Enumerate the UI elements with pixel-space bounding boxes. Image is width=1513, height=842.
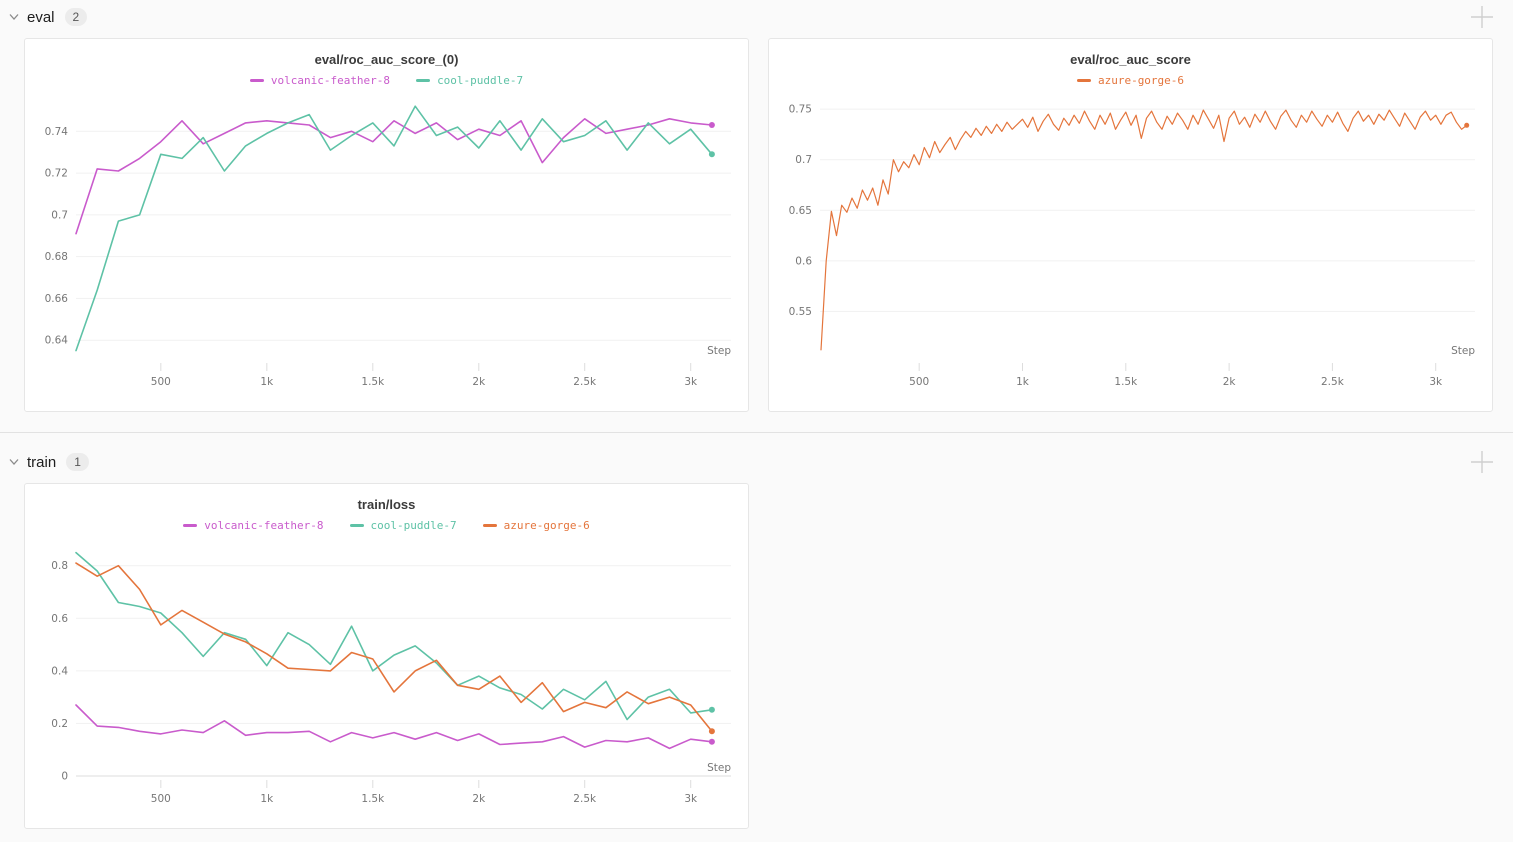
chart-panel-train-loss[interactable]: train/loss volcanic-feather-8 cool-puddle… xyxy=(24,483,749,829)
eval-panels-row: eval/roc_auc_score_(0) volcanic-feather-… xyxy=(0,34,1513,412)
svg-text:2k: 2k xyxy=(1223,376,1237,388)
svg-text:1.5k: 1.5k xyxy=(361,376,385,388)
legend-run-name: azure-gorge-6 xyxy=(1097,73,1185,87)
svg-text:2.5k: 2.5k xyxy=(573,793,597,805)
svg-text:0.64: 0.64 xyxy=(45,335,69,347)
legend-swatch-icon xyxy=(249,78,264,82)
line-chart-train-loss[interactable]: 0 0.2 0.4 0.6 0.8 500 1k 1.5k 2k 2.5k 3k Step xyxy=(26,536,747,816)
svg-text:Step: Step xyxy=(707,345,731,357)
svg-text:3k: 3k xyxy=(684,793,698,805)
svg-text:3k: 3k xyxy=(1429,376,1443,388)
svg-text:2.5k: 2.5k xyxy=(1321,376,1345,388)
legend-item[interactable]: volcanic-feather-8 xyxy=(249,73,391,87)
svg-text:0.4: 0.4 xyxy=(51,665,68,677)
chart-title: train/loss xyxy=(357,497,416,512)
svg-text:1.5k: 1.5k xyxy=(1114,376,1138,388)
legend-item[interactable]: azure-gorge-6 xyxy=(482,518,590,532)
legend-swatch-icon xyxy=(349,523,364,527)
section-title[interactable]: eval xyxy=(27,8,55,26)
legend-run-name: cool-puddle-7 xyxy=(437,73,524,87)
svg-text:2k: 2k xyxy=(472,793,486,805)
svg-text:0.72: 0.72 xyxy=(45,168,68,180)
chart-panel-roc-auc-score-0[interactable]: eval/roc_auc_score_(0) volcanic-feather-… xyxy=(24,38,749,412)
svg-text:1k: 1k xyxy=(260,376,274,388)
legend-run-name: volcanic-feather-8 xyxy=(270,73,391,87)
legend-item[interactable]: volcanic-feather-8 xyxy=(183,518,324,532)
svg-text:0.2: 0.2 xyxy=(51,718,68,730)
chevron-down-icon[interactable] xyxy=(8,458,20,466)
svg-text:Step: Step xyxy=(707,762,731,774)
section-eval: eval 2 eval/roc_auc_score_(0) volcanic-f… xyxy=(0,0,1513,412)
section-header-eval: eval 2 xyxy=(0,0,1513,34)
svg-text:0.68: 0.68 xyxy=(45,251,68,263)
svg-text:2.5k: 2.5k xyxy=(573,376,597,388)
svg-text:500: 500 xyxy=(151,376,171,388)
legend-run-name: volcanic-feather-8 xyxy=(204,518,324,532)
svg-text:2k: 2k xyxy=(472,376,486,388)
legend-item[interactable]: cool-puddle-7 xyxy=(416,74,523,87)
svg-text:1.5k: 1.5k xyxy=(361,793,385,805)
section-train: train 1 train/loss volcanic-feather-8 coo… xyxy=(0,432,1513,829)
legend-swatch-icon xyxy=(183,523,198,527)
svg-text:0.6: 0.6 xyxy=(795,255,812,267)
svg-text:0.7: 0.7 xyxy=(51,209,68,221)
section-header-train: train 1 xyxy=(0,445,1513,479)
line-chart-roc-auc-score-0[interactable]: 0.64 0.66 0.68 0.7 0.72 0.74 500 1k 1.5k 2k 2.5k 3k… xyxy=(26,91,747,399)
chart-legend: volcanic-feather-8 cool-puddle-7 xyxy=(249,71,523,89)
svg-text:0.8: 0.8 xyxy=(51,560,68,572)
chart-title: eval/roc_auc_score xyxy=(1070,52,1191,67)
svg-text:0.7: 0.7 xyxy=(795,154,812,166)
chart-legend: azure-gorge-6 xyxy=(1076,71,1185,89)
panel-count-badge: 2 xyxy=(64,8,88,26)
svg-text:500: 500 xyxy=(909,376,929,388)
svg-text:0.6: 0.6 xyxy=(51,613,68,625)
section-title[interactable]: train xyxy=(27,453,57,471)
legend-item[interactable]: cool-puddle-7 xyxy=(349,518,457,532)
legend-swatch-icon xyxy=(416,78,431,82)
svg-text:0.74: 0.74 xyxy=(45,126,69,138)
chart-panel-roc-auc-score[interactable]: eval/roc_auc_score azure-gorge-6 0.55 0.6… xyxy=(768,38,1493,412)
svg-text:Step: Step xyxy=(1451,345,1475,357)
svg-text:0.65: 0.65 xyxy=(789,205,812,217)
svg-text:0.75: 0.75 xyxy=(789,104,812,116)
add-panel-icon[interactable] xyxy=(1467,447,1497,477)
svg-text:1k: 1k xyxy=(1016,376,1030,388)
svg-text:0.66: 0.66 xyxy=(45,293,69,305)
legend-run-name: azure-gorge-6 xyxy=(503,518,590,532)
chevron-down-icon[interactable] xyxy=(8,13,20,21)
svg-text:500: 500 xyxy=(151,793,171,805)
line-chart-roc-auc-score[interactable]: 0.55 0.6 0.65 0.7 0.75 500 1k 1.5k 2k 2.5k 3k Step xyxy=(770,91,1491,399)
legend-swatch-icon xyxy=(1076,78,1091,82)
svg-text:3k: 3k xyxy=(684,376,698,388)
chart-title: eval/roc_auc_score_(0) xyxy=(314,52,459,67)
train-panels-row: train/loss volcanic-feather-8 cool-puddle… xyxy=(0,479,1513,829)
legend-item[interactable]: azure-gorge-6 xyxy=(1076,73,1185,87)
svg-text:0: 0 xyxy=(61,771,68,783)
chart-legend: volcanic-feather-8 cool-puddle-7 azure-gor… xyxy=(183,516,590,534)
legend-swatch-icon xyxy=(482,523,497,527)
svg-text:1k: 1k xyxy=(260,793,274,805)
legend-run-name: cool-puddle-7 xyxy=(370,518,457,532)
svg-text:0.55: 0.55 xyxy=(789,306,812,318)
panel-count-badge: 1 xyxy=(66,453,89,471)
add-panel-icon[interactable] xyxy=(1467,2,1497,32)
